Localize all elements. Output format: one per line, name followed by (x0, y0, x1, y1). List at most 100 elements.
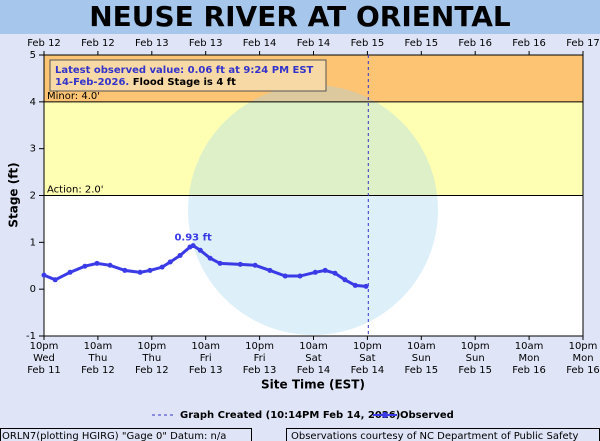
data-point (41, 272, 47, 278)
data-point (237, 261, 243, 267)
x-tick-label: Sat (359, 353, 375, 364)
data-point (197, 247, 203, 253)
x-tick-label: Feb 16 (512, 365, 546, 376)
threshold-band (44, 101, 583, 196)
x-tick-label: Sun (466, 353, 485, 364)
data-point (82, 263, 88, 269)
y-axis-label: Stage (ft) (7, 162, 21, 227)
chart-title: NEUSE RIVER AT ORIENTAL (89, 0, 511, 33)
x-tick-label: Feb 15 (404, 365, 438, 376)
x-tick-label: Thu (141, 353, 161, 364)
threshold-label: Minor: 4.0' (47, 91, 100, 102)
x-tick-label: Thu (88, 353, 108, 364)
x-tick-label: Wed (33, 353, 55, 364)
data-point (122, 267, 128, 273)
data-point (207, 255, 213, 261)
x-tick-label: Feb 13 (189, 365, 223, 376)
data-point (363, 283, 369, 289)
info-flood-stage: Flood Stage is 4 ft (133, 77, 236, 88)
plot-frame (43, 54, 584, 337)
info-line: Latest observed value: 0.06 ft at 9:24 P… (55, 65, 314, 76)
x-tick-label: Mon (519, 353, 540, 364)
data-point (332, 270, 338, 276)
x-tick-label: 10pm (245, 341, 274, 352)
x-tick-label: Feb 14 (297, 365, 331, 376)
x-tick-label: Fri (200, 353, 212, 364)
footer-box (0, 428, 252, 441)
x-tick-label: 10pm (461, 341, 490, 352)
x2-tick-label: Feb 12 (81, 38, 115, 49)
y-tick-label: 3 (30, 144, 36, 155)
x-tick-label: Sun (412, 353, 431, 364)
data-point (352, 282, 358, 288)
y-tick-label: -1 (26, 331, 36, 342)
legend-label: Graph Created (10:14PM Feb 14, 2026) (180, 410, 400, 421)
threshold-label: Action: 2.0' (47, 185, 104, 196)
data-point (267, 267, 273, 273)
x2-tick-label: Feb 15 (404, 38, 438, 49)
x-tick-label: Feb 13 (243, 365, 277, 376)
x-tick-label: Feb 14 (351, 365, 385, 376)
data-point (177, 252, 183, 258)
x-tick-label: Feb 11 (27, 365, 61, 376)
x-tick-label: 10am (191, 341, 220, 352)
x-tick-label: 10am (84, 341, 113, 352)
x-tick-label: Feb 16 (566, 365, 600, 376)
data-point (342, 277, 348, 283)
footer-left: ORLN7(plotting HGIRG) "Gage 0" Datum: n/… (2, 431, 226, 441)
x-tick-label: Fri (254, 353, 266, 364)
data-point (217, 260, 223, 266)
data-point (167, 259, 173, 265)
x2-tick-label: Feb 14 (297, 38, 331, 49)
data-point (107, 262, 113, 268)
data-point (312, 269, 318, 275)
data-point (52, 277, 58, 283)
x2-tick-label: Feb 13 (135, 38, 169, 49)
annotation: 0.93 ft (174, 233, 212, 244)
x-tick-label: 10pm (353, 341, 382, 352)
x2-tick-label: Feb 12 (27, 38, 61, 49)
info-box (49, 59, 327, 92)
y-tick-label: 4 (30, 97, 36, 108)
x-tick-label: Feb 12 (81, 365, 115, 376)
data-point (322, 267, 328, 273)
x-tick-label: 10pm (137, 341, 166, 352)
x-tick-label: 10am (299, 341, 328, 352)
x2-tick-label: Feb 17 (566, 38, 600, 49)
footer-right: Observations courtesy of NC Department o… (291, 431, 579, 441)
x-tick-label: Mon (572, 353, 593, 364)
x2-tick-label: Feb 13 (189, 38, 223, 49)
y-tick-label: 5 (30, 50, 36, 61)
x-tick-label: 10am (515, 341, 544, 352)
data-point (159, 264, 165, 270)
legend-label: Observed (400, 410, 454, 421)
x-tick-label: Feb 12 (135, 365, 169, 376)
title-banner (0, 0, 600, 34)
info-date: 14-Feb-2026. (55, 77, 129, 88)
x-tick-label: 10am (407, 341, 436, 352)
x2-tick-label: Feb 14 (243, 38, 277, 49)
y-tick-label: 2 (30, 191, 36, 202)
data-point (67, 269, 73, 275)
series-line (43, 243, 367, 288)
x2-tick-label: Feb 16 (512, 38, 546, 49)
x-tick-label: 10pm (569, 341, 598, 352)
data-point (282, 273, 288, 279)
legend-swatch-dot (382, 412, 388, 418)
x-tick-label: Feb 15 (458, 365, 492, 376)
data-point (190, 243, 196, 249)
y-tick-label: 1 (30, 237, 36, 248)
watermark (188, 85, 438, 335)
y-tick-label: 0 (30, 284, 36, 295)
info-line: 14-Feb-2026. Flood Stage is 4 ft (55, 77, 236, 88)
data-point (252, 262, 258, 268)
data-point (147, 267, 153, 273)
x-tick-label: Sat (305, 353, 321, 364)
data-point (297, 273, 303, 279)
x2-tick-label: Feb 16 (458, 38, 492, 49)
x-tick-label: 10pm (30, 341, 59, 352)
x-axis-label: Site Time (EST) (261, 378, 365, 392)
data-point (94, 260, 100, 266)
x2-tick-label: Feb 15 (351, 38, 385, 49)
